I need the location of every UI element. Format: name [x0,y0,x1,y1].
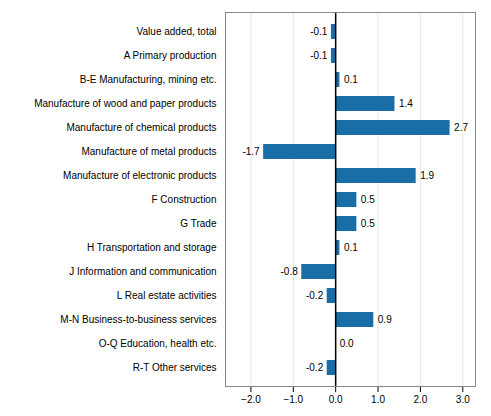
svg-text:O-Q Education, health etc.: O-Q Education, health etc. [99,338,217,349]
svg-text:-0.2: -0.2 [306,290,324,301]
svg-text:Manufacture of metal products: Manufacture of metal products [81,146,216,157]
svg-text:2.0: 2.0 [413,394,427,405]
svg-text:0.5: 0.5 [361,194,375,205]
svg-text:J Information and communicatio: J Information and communication [69,266,216,277]
svg-text:-0.1: -0.1 [310,50,328,61]
svg-text:0.0: 0.0 [329,394,343,405]
svg-text:G Trade: G Trade [180,218,217,229]
svg-text:1.0: 1.0 [371,394,385,405]
svg-text:0.1: 0.1 [344,242,358,253]
svg-text:−1.0: −1.0 [283,394,303,405]
svg-text:-0.1: -0.1 [310,26,328,37]
svg-text:3.0: 3.0 [456,394,470,405]
svg-text:0.0: 0.0 [340,338,354,349]
svg-text:1.4: 1.4 [399,98,413,109]
svg-text:-0.8: -0.8 [281,266,299,277]
svg-text:F Construction: F Construction [151,194,216,205]
svg-text:H Transportation and storage: H Transportation and storage [87,242,217,253]
svg-text:2.7: 2.7 [454,122,468,133]
svg-text:-0.2: -0.2 [306,362,324,373]
svg-text:Manufacture of electronic prod: Manufacture of electronic products [63,170,216,181]
svg-text:M-N Business-to-business servi: M-N Business-to-business services [60,314,216,325]
svg-text:Manufacture of wood and paper: Manufacture of wood and paper products [34,98,216,109]
svg-text:1.9: 1.9 [420,170,434,181]
svg-text:0.5: 0.5 [361,218,375,229]
svg-text:−2.0: −2.0 [241,394,261,405]
svg-text:A Primary production: A Primary production [124,50,217,61]
svg-text:Manufacture of chemical produc: Manufacture of chemical products [66,122,216,133]
svg-text:R-T Other services: R-T Other services [133,362,217,373]
svg-text:0.1: 0.1 [344,74,358,85]
svg-text:Value added, total: Value added, total [137,26,217,37]
svg-text:0.9: 0.9 [378,314,392,325]
svg-text:L Real estate activities: L Real estate activities [117,290,217,301]
svg-text:B-E Manufacturing, mining etc.: B-E Manufacturing, mining etc. [80,74,217,85]
svg-text:-1.7: -1.7 [242,146,260,157]
